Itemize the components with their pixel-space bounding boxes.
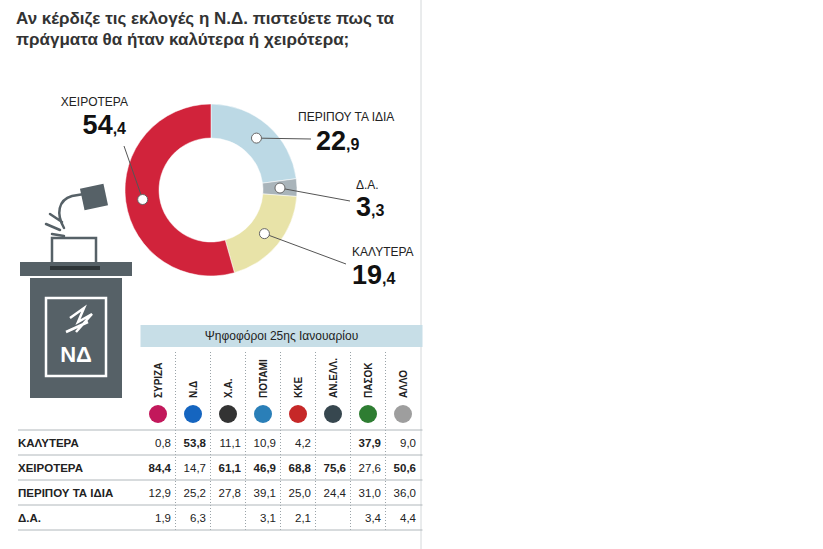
logo-text: ΝΔ	[60, 342, 92, 367]
table-cell: 0,8	[155, 437, 171, 449]
leader-line	[124, 146, 143, 200]
table-cell: 1,9	[155, 512, 171, 524]
table-cell: 4,2	[295, 437, 311, 449]
leader-line	[280, 188, 350, 201]
column-head: Χ.Α.	[223, 378, 234, 398]
row-label: ΧΕΙΡΟΤΕΡΑ	[18, 462, 83, 474]
table-cell: 39,1	[254, 487, 276, 499]
table-cell: 37,9	[359, 437, 381, 449]
row-label: ΚΑΛΥΤΕΡΑ	[18, 437, 79, 449]
data-label: 19,4	[352, 260, 395, 290]
slice	[211, 104, 296, 183]
table-cell: 6,3	[190, 512, 206, 524]
box-lid	[20, 262, 132, 276]
party-logo	[289, 405, 307, 423]
leader-dot	[138, 195, 148, 205]
party-logo	[149, 405, 167, 423]
table-cell: 50,6	[394, 462, 416, 474]
table-cell: 36,0	[394, 487, 416, 499]
table-cell: 75,6	[324, 462, 346, 474]
table-cell: 31,0	[359, 487, 381, 499]
row-rule	[18, 505, 423, 506]
table-cell: 68,8	[289, 462, 312, 474]
canvas: Αν κέρδιζε τις εκλογές η Ν.Δ. πιστεύετε …	[0, 0, 823, 549]
table-cell: 46,9	[254, 462, 276, 474]
donut	[125, 104, 297, 276]
hand-sleeve	[80, 184, 108, 211]
leader-line	[264, 234, 346, 264]
slice	[225, 194, 297, 273]
table-cell: 84,4	[149, 462, 172, 474]
column-head: ΑΝ.ΕΛΛ.	[328, 358, 339, 398]
party-logo	[394, 405, 412, 423]
column-head: ΑΛΛΟ	[398, 370, 409, 398]
column-separator	[315, 352, 316, 530]
column-head: ΠΑΣΟΚ	[363, 362, 374, 398]
party-logo	[324, 405, 342, 423]
table-cell: 25,2	[184, 487, 206, 499]
table-cell: 11,1	[219, 437, 241, 449]
column-separator	[210, 352, 211, 530]
slice	[125, 104, 234, 276]
table-cell: 53,8	[184, 437, 207, 449]
table-cell: 14,7	[184, 462, 206, 474]
table-cell: 10,9	[254, 437, 276, 449]
box-slot	[50, 266, 100, 270]
table-header-bar	[141, 325, 423, 347]
table-cell: 3,4	[365, 512, 382, 524]
row-rule	[18, 480, 423, 481]
logo-torch	[66, 308, 92, 332]
slice-label: ΠΕΡΙΠΟΥ ΤΑ ΙΔΙΑ	[298, 110, 394, 124]
table-cell: 27,8	[219, 487, 241, 499]
slice-label: ΚΑΛΥΤΕΡΑ	[352, 245, 414, 259]
slice	[263, 179, 297, 197]
title: Αν κέρδιζε τις εκλογές η Ν.Δ. πιστεύετε …	[16, 9, 395, 49]
data-label: 3,3	[356, 192, 384, 222]
box-body	[30, 278, 122, 398]
row-rule	[18, 455, 423, 456]
row-label: Δ.Α.	[18, 512, 41, 524]
column-head: ΠΟΤΑΜΙ	[258, 359, 269, 398]
leader-dot	[251, 133, 261, 143]
column-separator	[175, 352, 176, 530]
row-rule	[18, 430, 423, 431]
leader-dot	[275, 183, 285, 193]
party-logo	[219, 405, 237, 423]
data-label: 54,4	[83, 110, 126, 140]
table-cell: 25,0	[289, 487, 311, 499]
logo-frame	[46, 298, 106, 376]
row-rule	[18, 530, 423, 531]
column-head: Ν.Δ	[188, 381, 199, 398]
column-separator	[385, 352, 386, 530]
party-logo	[359, 405, 377, 423]
table-cell: 2,1	[295, 512, 311, 524]
party-logo	[254, 405, 272, 423]
table-cell: 3,1	[260, 512, 276, 524]
data-label: 22,9	[316, 126, 359, 156]
column-separator	[350, 352, 351, 530]
column-separator	[245, 352, 246, 530]
slice-label: Δ.Α.	[356, 178, 379, 192]
party-logo	[184, 405, 202, 423]
table-cell: 4,4	[400, 512, 417, 524]
table-header: Ψηφοφόροι 25ης Ιανουαρίου	[205, 329, 358, 343]
slice-label: ΧΕΙΡΟΤΕΡΑ	[61, 95, 128, 109]
table-cell: 27,6	[359, 462, 381, 474]
table-cell: 12,9	[149, 487, 171, 499]
table-cell: 9,0	[400, 437, 416, 449]
leader-line	[256, 138, 311, 140]
table-cell: 61,1	[219, 462, 242, 474]
column-head: ΣΥΡΙΖΑ	[153, 363, 164, 398]
leader-dot	[259, 229, 269, 239]
row-label: ΠΕΡΙΠΟΥ ΤΑ ΙΔΙΑ	[18, 487, 113, 499]
column-head: ΚΚΕ	[293, 377, 304, 398]
column-separator	[280, 352, 281, 530]
frame-line	[421, 0, 422, 549]
table-cell: 24,4	[324, 487, 347, 499]
